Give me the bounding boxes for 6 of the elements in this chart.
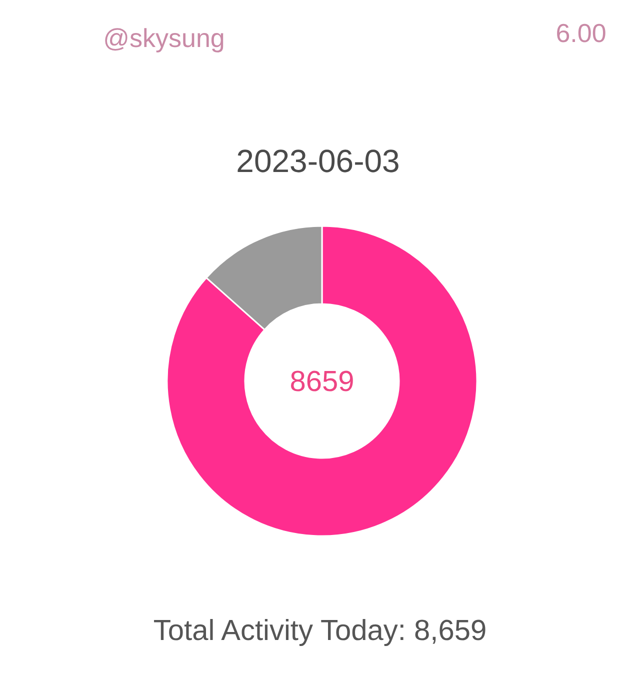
text: 6.00 bbox=[556, 18, 606, 48]
donut-slice bbox=[166, 225, 478, 537]
chart-title: 2023-06-03 bbox=[236, 143, 400, 179]
text: @skysung bbox=[103, 23, 225, 53]
text: Total Activity Today: 8,659 bbox=[153, 615, 487, 647]
text: 8659 bbox=[290, 366, 354, 398]
